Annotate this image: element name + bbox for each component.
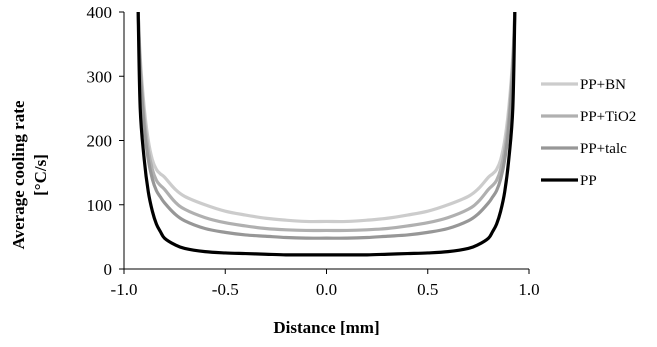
legend-label: PP+talc [580,141,627,157]
x-tick-label: -1.0 [111,280,138,299]
y-axis-title-line-2: [°C/s] [31,154,50,196]
legend-label: PP+TiO2 [580,109,636,125]
x-tick-label: 0.5 [417,280,438,299]
y-tick-label: 400 [87,3,113,22]
y-tick-label: 300 [87,67,113,86]
series-line-pp-tio2 [136,12,517,233]
series-layer [136,12,517,257]
y-tick-label: 200 [87,132,113,151]
y-tick-label: 0 [104,260,113,279]
x-axis-title: Distance [mm] [273,318,379,337]
x-tick-label: 1.0 [518,280,539,299]
series-line-pp-bn [136,12,517,224]
y-axis-title: Average cooling rate [°C/s] [9,100,50,249]
y-axis-title-line-1: Average cooling rate [9,100,28,249]
ticks-layer: -1.0 -0.5 0.0 0.5 1.0 0 100 200 300 400 [87,3,540,299]
legend: PP+BN PP+TiO2 PP+talc PP [541,77,636,189]
legend-label: PP+BN [580,77,626,93]
x-tick-label: -0.5 [212,280,239,299]
legend-label: PP [580,173,597,189]
y-tick-label: 100 [87,196,113,215]
series-line-pp-talc [136,12,517,240]
x-tick-label: 0.0 [316,280,337,299]
series-line-pp [136,12,517,257]
